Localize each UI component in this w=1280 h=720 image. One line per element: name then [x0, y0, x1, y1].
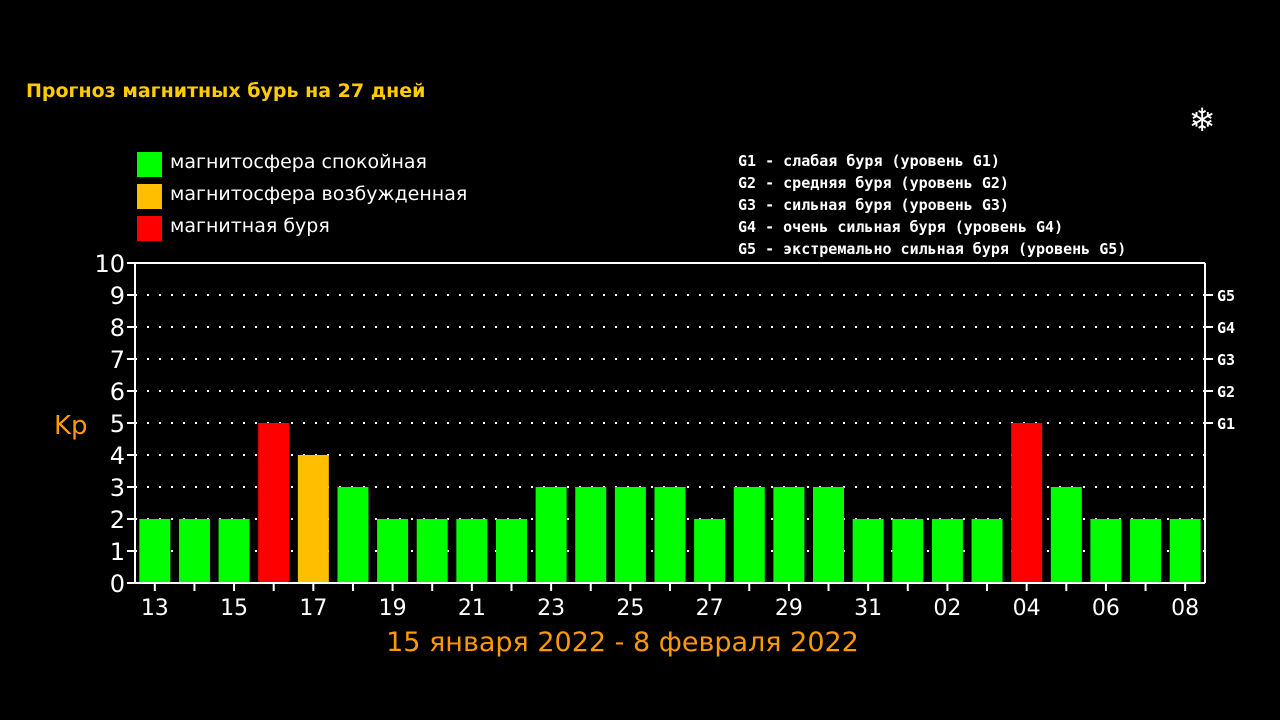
bar-20 [416, 519, 448, 583]
bar-16 [258, 423, 290, 583]
bar-07 [1130, 519, 1162, 583]
bar-08 [1169, 519, 1201, 583]
y-axis-label: Kp [54, 411, 88, 441]
x-tick-label-17: 17 [299, 596, 327, 621]
x-tick-label-08: 08 [1171, 596, 1199, 621]
bar-14 [178, 519, 210, 583]
storm-level-g2: G2 - средняя буря (уровень G2) [738, 174, 1009, 192]
bar-26 [654, 487, 686, 583]
legend-label-storm: магнитная буря [170, 215, 330, 237]
bar-21 [456, 519, 488, 583]
x-tick-label-29: 29 [775, 596, 803, 621]
y-tick-label-1: 1 [110, 538, 125, 566]
y-tick-label-4: 4 [110, 442, 125, 470]
bar-04 [1011, 423, 1043, 583]
x-tick-label-04: 04 [1013, 596, 1041, 621]
legend-swatch-storm [137, 216, 162, 241]
x-tick-label-06: 06 [1092, 596, 1120, 621]
bar-01 [892, 519, 924, 583]
bar-06 [1090, 519, 1122, 583]
legend-label-calm: магнитосфера спокойная [170, 151, 427, 173]
legend-swatch-excited [137, 184, 162, 209]
bar-31 [852, 519, 884, 583]
y-tick-label-8: 8 [110, 314, 125, 342]
y-tick-label-2: 2 [110, 506, 125, 534]
y-tick-label-7: 7 [110, 346, 125, 374]
bar-03 [971, 519, 1003, 583]
y-tick-label-0: 0 [110, 570, 125, 598]
bar-15 [218, 519, 250, 583]
x-tick-label-25: 25 [616, 596, 644, 621]
bar-02 [931, 519, 963, 583]
bar-18 [337, 487, 369, 583]
right-tick-label-G5: G5 [1217, 287, 1235, 305]
y-tick-label-5: 5 [110, 410, 125, 438]
x-tick-label-27: 27 [696, 596, 724, 621]
bar-05 [1050, 487, 1082, 583]
y-tick-label-3: 3 [110, 474, 125, 502]
storm-level-g3: G3 - сильная буря (уровень G3) [738, 196, 1009, 214]
bar-27 [694, 519, 726, 583]
right-tick-label-G1: G1 [1217, 415, 1235, 433]
date-range: 15 января 2022 - 8 февраля 2022 [386, 627, 859, 658]
storm-level-g1: G1 - слабая буря (уровень G1) [738, 152, 1000, 170]
bar-29 [773, 487, 805, 583]
x-tick-label-15: 15 [220, 596, 248, 621]
right-tick-label-G2: G2 [1217, 383, 1235, 401]
bar-23 [535, 487, 567, 583]
y-tick-label-6: 6 [110, 378, 125, 406]
storm-level-legend: G1 - слабая буря (уровень G1) G2 - средн… [738, 151, 1126, 261]
legend-label-excited: магнитосфера возбужденная [170, 183, 468, 205]
x-tick-label-19: 19 [379, 596, 407, 621]
bar-13 [139, 519, 171, 583]
y-tick-label-10: 10 [94, 250, 125, 278]
bar-25 [614, 487, 646, 583]
y-tick-label-9: 9 [110, 282, 125, 310]
bar-19 [377, 519, 409, 583]
x-tick-label-21: 21 [458, 596, 486, 621]
right-tick-label-G3: G3 [1217, 351, 1235, 369]
bar-17 [297, 455, 329, 583]
right-tick-label-G4: G4 [1217, 319, 1235, 337]
legend-swatch-calm [137, 152, 162, 177]
storm-level-g4: G4 - очень сильная буря (уровень G4) [738, 218, 1064, 236]
x-tick-label-23: 23 [537, 596, 565, 621]
bar-22 [495, 519, 527, 583]
x-tick-label-13: 13 [141, 596, 169, 621]
page-title: Прогноз магнитных бурь на 27 дней [26, 80, 426, 102]
storm-level-g5: G5 - экстремально сильная буря (уровень … [738, 240, 1127, 258]
bar-24 [575, 487, 607, 583]
bar-30 [813, 487, 845, 583]
x-tick-label-31: 31 [854, 596, 882, 621]
x-tick-label-02: 02 [933, 596, 961, 621]
snowflake-icon: ❄ [1188, 101, 1216, 139]
bar-28 [733, 487, 765, 583]
